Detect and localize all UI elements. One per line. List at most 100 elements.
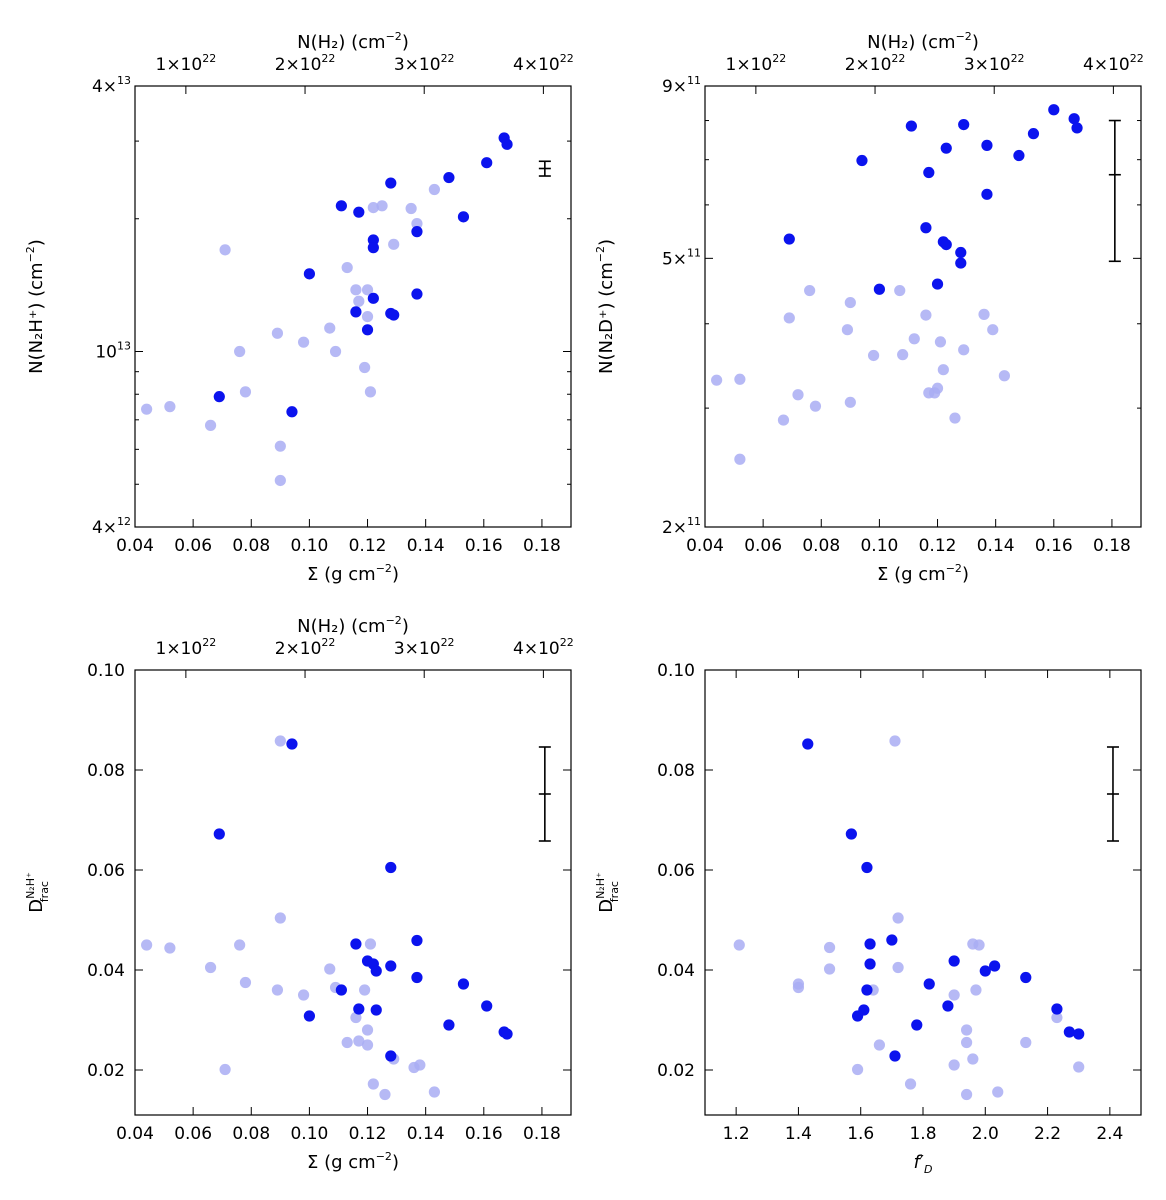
data-point-dark (886, 934, 898, 946)
y-axis-label-text: D (596, 899, 617, 913)
data-point-dark (286, 406, 298, 418)
data-point-light (711, 374, 723, 386)
data-point-light (973, 939, 985, 951)
top-tick-exponent: 22 (772, 52, 786, 65)
y-axis-label-text: D (26, 899, 47, 913)
plot-frame (134, 85, 572, 528)
data-point-light (353, 1035, 365, 1047)
data-point-dark (845, 828, 857, 840)
data-point-light (411, 218, 423, 230)
x-axis-label-text: Σ (g cm (307, 564, 376, 585)
top-tick-exponent: 22 (560, 52, 574, 65)
top-tick-mantissa: 4×10 (513, 55, 560, 75)
x-axis-label: f′D (914, 1152, 933, 1176)
top-axis-label-text: N(H₂) (cm (297, 32, 385, 53)
data-point-dark (1068, 113, 1080, 125)
x-tick-label: 0.14 (407, 1124, 445, 1144)
data-point-light (341, 261, 353, 274)
y-axis-label: N(N₂D⁺) (cm−2) (594, 239, 617, 374)
data-point-light (350, 284, 362, 296)
data-point-dark (981, 139, 993, 151)
top-tick-exponent: 22 (321, 52, 335, 65)
x-tick-label: 0.18 (1093, 536, 1131, 556)
data-point-dark (989, 960, 1001, 972)
top-tick-mantissa: 2×10 (275, 639, 322, 659)
data-point-dark (303, 1010, 315, 1022)
top-tick-label: 3×1022 (394, 52, 455, 75)
top-tick-label: 1×1022 (156, 636, 217, 659)
data-point-light (892, 961, 904, 974)
top-tick-label: 2×1022 (845, 52, 906, 75)
y-tick-mantissa: 10 (95, 343, 117, 363)
data-point-dark (481, 1000, 493, 1012)
data-point-light (271, 327, 284, 339)
top-tick-exponent: 22 (202, 636, 216, 649)
y-tick-exponent: 11 (687, 515, 701, 528)
data-point-dark (1027, 128, 1040, 140)
data-point-light (948, 989, 960, 1001)
top-tick-label: 4×1022 (513, 52, 574, 75)
data-point-light (897, 349, 909, 361)
top-tick-mantissa: 3×10 (964, 55, 1011, 75)
data-point-dark (856, 154, 868, 167)
x-tick-label: 0.06 (744, 536, 782, 556)
data-point-light (734, 373, 746, 385)
data-point-light (987, 324, 999, 336)
top-tick-label: 2×1022 (275, 52, 336, 75)
data-point-light (920, 309, 932, 321)
y-axis-label-sub: frac (608, 881, 621, 902)
data-point-light (1073, 1061, 1085, 1073)
y-tick-exponent: 13 (117, 74, 131, 87)
x-tick-label: 0.12 (349, 536, 387, 556)
x-tick-label: 0.12 (349, 1124, 387, 1144)
y-tick-label: 0.02 (657, 1061, 695, 1081)
data-point-light (379, 1088, 391, 1101)
data-point-dark (501, 138, 513, 150)
data-point-dark (1073, 1028, 1085, 1040)
panel-p4: 1.2 1.4 1.6 1.8 2.0 2.2 2.4 0.02 0.04 0.06 0.08 0.1… (594, 661, 1142, 1176)
data-point-light (804, 284, 816, 297)
top-tick-mantissa: 3×10 (394, 639, 441, 659)
y-axis-label-end: ) (596, 239, 617, 246)
top-tick-mantissa: 4×10 (1083, 55, 1130, 75)
data-point-light (219, 244, 231, 256)
data-point-light (949, 412, 961, 424)
data-point-light (359, 984, 371, 996)
plot-frame (704, 85, 1142, 528)
data-point-dark (361, 324, 374, 336)
data-point-dark (981, 188, 993, 200)
top-tick-exponent: 22 (441, 52, 455, 65)
x-axis-label-sub: D (924, 1163, 932, 1176)
data-point-light (948, 1059, 960, 1071)
y-tick-label: 4×12 (92, 515, 131, 538)
top-axis-label: N(H₂) (cm−2) (297, 614, 409, 637)
top-tick-mantissa: 3×10 (394, 55, 441, 75)
y-axis-label-sub: frac (38, 881, 51, 902)
x-tick-label: 0.16 (465, 536, 503, 556)
x-axis-label: Σ (g cm−2) (307, 562, 399, 585)
x-tick-label: 0.14 (407, 536, 445, 556)
top-tick-mantissa: 1×10 (156, 639, 203, 659)
data-point-dark (1051, 1003, 1063, 1015)
top-tick-mantissa: 2×10 (275, 55, 322, 75)
data-point-dark (940, 142, 952, 154)
data-point-light (777, 414, 790, 426)
plot-frame (134, 669, 572, 1116)
data-point-light (998, 370, 1010, 382)
top-axis-label-exp: −2 (386, 30, 402, 43)
panel-p2: 0.04 0.06 0.08 0.10 0.12 0.14 0.16 0.182×115×11… (594, 30, 1144, 585)
x-tick-label: 0.06 (174, 536, 212, 556)
y-tick-label: 0.02 (87, 1061, 125, 1081)
data-point-dark (481, 157, 493, 169)
x-axis-label-exp: −2 (376, 1150, 392, 1163)
x-tick-label: 0.10 (290, 1124, 328, 1144)
top-tick-label: 3×1022 (394, 636, 455, 659)
data-point-dark (858, 1004, 870, 1016)
x-tick-label: 2.0 (972, 1124, 999, 1144)
data-point-light (271, 984, 284, 996)
data-point-light (297, 336, 310, 348)
data-point-dark (1020, 971, 1032, 984)
data-point-light (376, 200, 388, 212)
x-tick-label: 0.06 (174, 1124, 212, 1144)
data-point-dark (955, 257, 967, 269)
